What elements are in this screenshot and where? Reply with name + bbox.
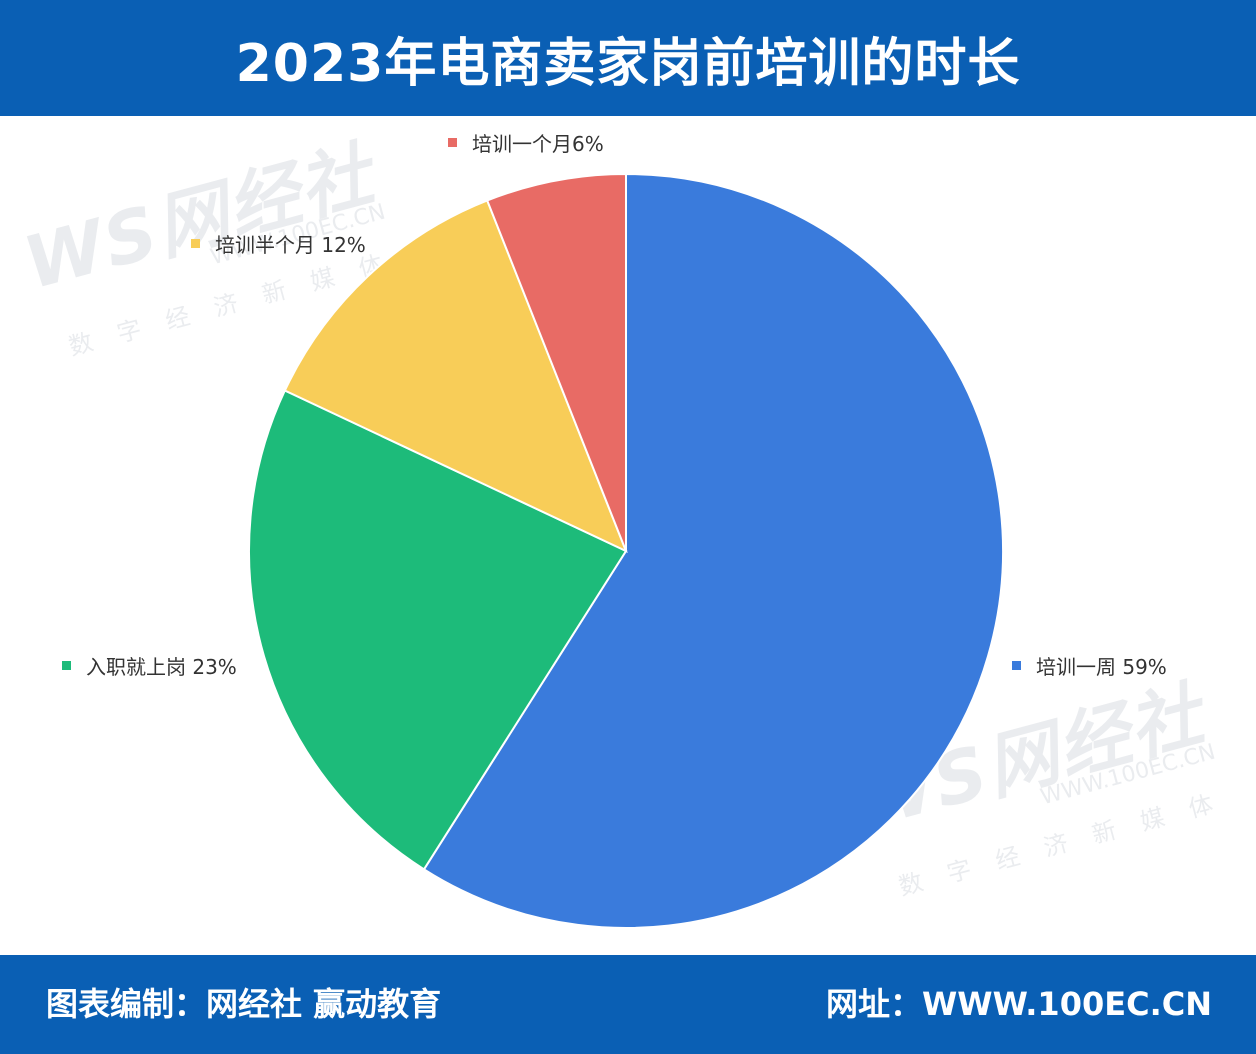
legend-marker-2 <box>62 661 71 670</box>
pie-labels: 培训一周 59% 入职就上岗 23% 培训半个月 12% 培训一个月6% <box>62 132 1167 679</box>
pie-slices <box>248 172 1004 929</box>
legend-marker-3 <box>191 239 200 248</box>
slice-label-3: 培训半个月 12% <box>215 233 366 257</box>
pie-slice-4 <box>485 172 627 552</box>
footer-bar: 图表编制：网经社 赢动教育 网址：WWW.100EC.CN <box>0 955 1256 1054</box>
pie-slice-2 <box>248 389 628 871</box>
legend-marker-1 <box>1012 661 1021 670</box>
pie-chart: 培训一周 59% 入职就上岗 23% 培训半个月 12% 培训一个月6% <box>62 132 1167 929</box>
legend-marker-4 <box>448 138 457 147</box>
chart-title: 2023年电商卖家岗前培训的时长 <box>235 33 1021 94</box>
header-bar: 2023年电商卖家岗前培训的时长 <box>0 0 1256 116</box>
pie-slice-1 <box>422 172 1004 929</box>
footer-credit: 图表编制：网经社 赢动教育 <box>46 985 442 1023</box>
pie-slice-3 <box>283 199 628 553</box>
slice-label-4: 培训一个月6% <box>472 132 604 156</box>
slice-label-2: 入职就上岗 23% <box>86 655 237 679</box>
slice-label-1: 培训一周 59% <box>1036 655 1167 679</box>
footer-website: 网址：WWW.100EC.CN <box>825 985 1212 1023</box>
